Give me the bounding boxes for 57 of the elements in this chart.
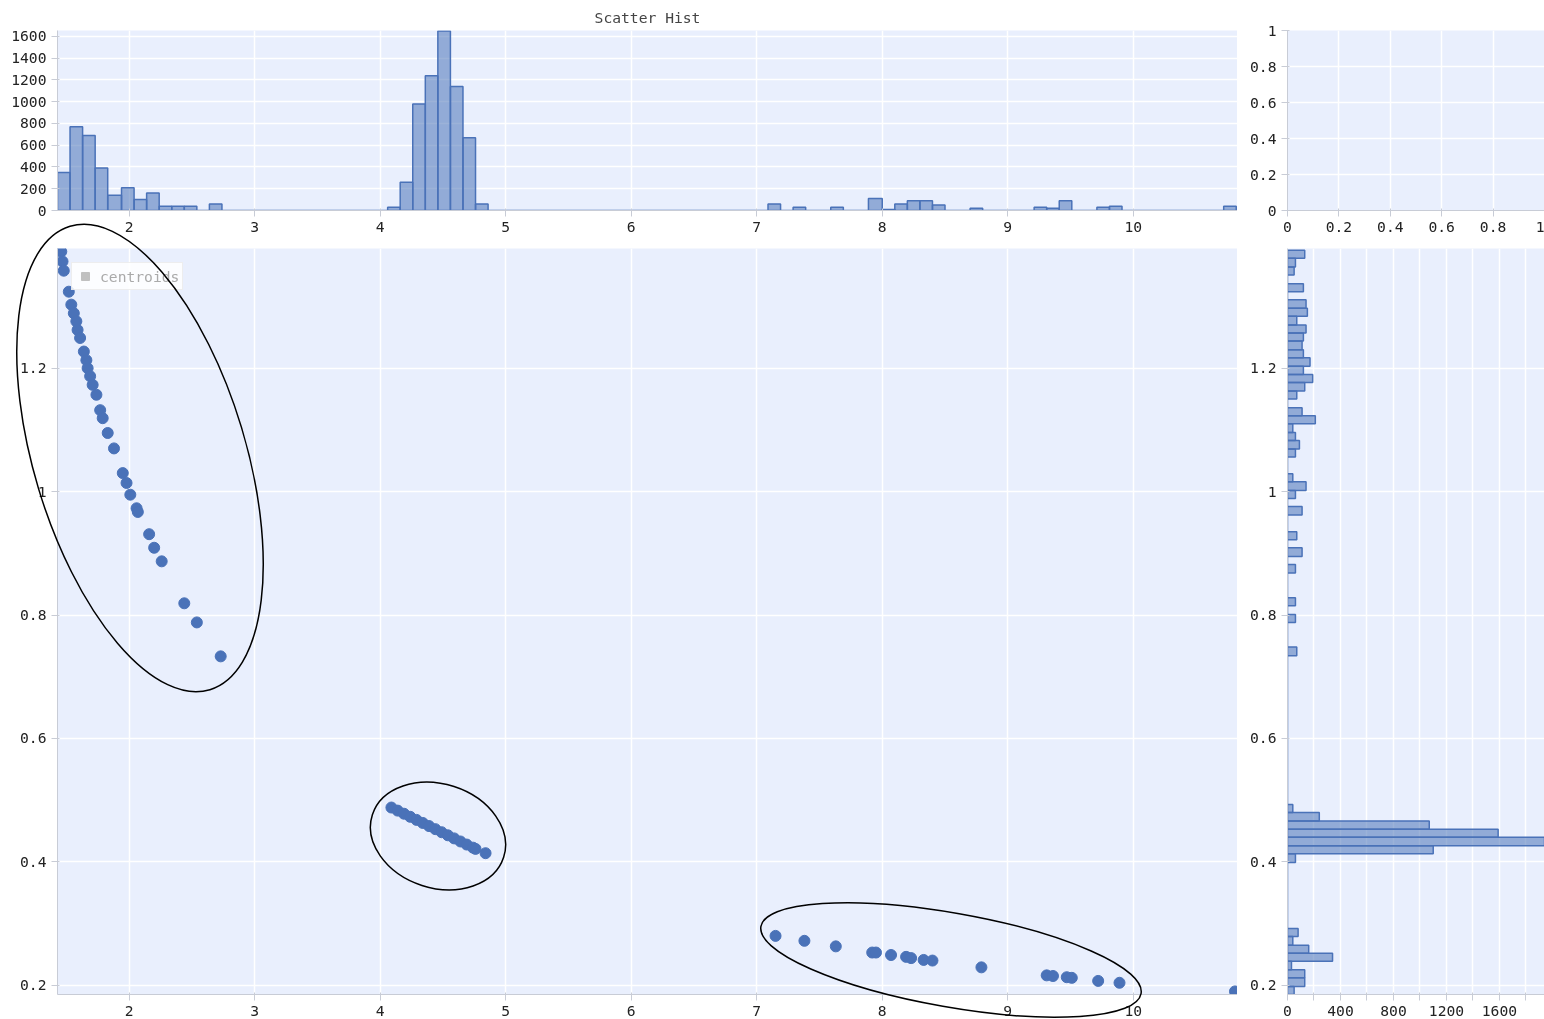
x-tick-label: 0.6 <box>1428 217 1455 235</box>
x-tick-label: 3 <box>250 1001 259 1019</box>
y-tick-label: 200 <box>20 179 47 197</box>
y-tick-label: 400 <box>20 158 47 175</box>
y-tick-label: 0.2 <box>20 976 47 994</box>
y-tick-label: 0.4 <box>1250 852 1277 870</box>
y-tick-label: 0 <box>1267 201 1277 219</box>
x-tick-label: 4 <box>375 1001 385 1019</box>
y-tick-label: 0.4 <box>20 852 47 870</box>
x-tick-label: 2 <box>124 217 134 235</box>
y-tick-label: 1400 <box>11 49 47 67</box>
y-tick-label: 1 <box>1267 21 1277 39</box>
y-tick-label: 0.6 <box>1250 729 1277 747</box>
y-tick-label: 1200 <box>11 70 47 88</box>
x-tick-label: 10 <box>1124 1001 1143 1019</box>
y-tick-label: 1.2 <box>1250 359 1277 377</box>
x-tick-label: 9 <box>1003 217 1013 235</box>
y-tick-label: 0.2 <box>1250 976 1277 994</box>
x-tick-label: 0.2 <box>1325 217 1353 235</box>
y-tick-label: 0.8 <box>1250 606 1277 624</box>
x-tick-label: 5 <box>501 217 511 235</box>
x-tick-label: 400 <box>1327 1001 1354 1019</box>
x-tick-label: 0 <box>1283 1001 1292 1019</box>
x-tick-label: 6 <box>626 217 636 235</box>
y-tick-label: 800 <box>20 114 47 132</box>
y-tick-label: 0.8 <box>1250 57 1277 75</box>
x-tick-label: 10 <box>1124 217 1143 235</box>
x-tick-label: 3 <box>250 217 259 235</box>
x-tick-label: 8 <box>877 217 887 235</box>
x-tick-label: 1200 <box>1428 1001 1465 1019</box>
x-tick-label: 0.8 <box>1479 217 1507 235</box>
x-tick-label: 800 <box>1380 1001 1407 1019</box>
y-tick-label: 0.8 <box>20 606 47 624</box>
y-tick-label: 0.2 <box>1250 165 1277 183</box>
chart-title: Scatter Hist <box>594 8 701 26</box>
y-tick-label: 1 <box>1267 482 1277 500</box>
y-tick-label: 0.4 <box>1250 129 1277 147</box>
x-tick-label: 6 <box>626 1001 636 1019</box>
y-tick-label: 0.6 <box>20 729 47 747</box>
x-tick-label: 1600 <box>1481 1001 1518 1019</box>
y-tick-label: 1600 <box>11 27 47 45</box>
y-tick-label: 0.6 <box>1250 93 1277 111</box>
x-tick-label: 9 <box>1003 1001 1013 1019</box>
x-tick-label: 8 <box>877 1001 887 1019</box>
y-tick-label: 1.2 <box>20 359 47 377</box>
y-tick-label: 1 <box>37 482 47 500</box>
x-tick-label: 7 <box>752 1001 762 1019</box>
x-tick-label: 4 <box>375 217 385 235</box>
y-tick-label: 1000 <box>11 92 47 110</box>
x-tick-label: 2 <box>124 1001 134 1019</box>
y-tick-label: 0 <box>37 201 47 219</box>
x-tick-label: 1 <box>1535 217 1544 235</box>
x-tick-label: 5 <box>501 1001 511 1019</box>
x-tick-label: 0 <box>1283 217 1292 235</box>
y-tick-label: 600 <box>20 136 47 154</box>
x-tick-label: 7 <box>752 217 762 235</box>
x-tick-label: 0.4 <box>1377 217 1404 235</box>
